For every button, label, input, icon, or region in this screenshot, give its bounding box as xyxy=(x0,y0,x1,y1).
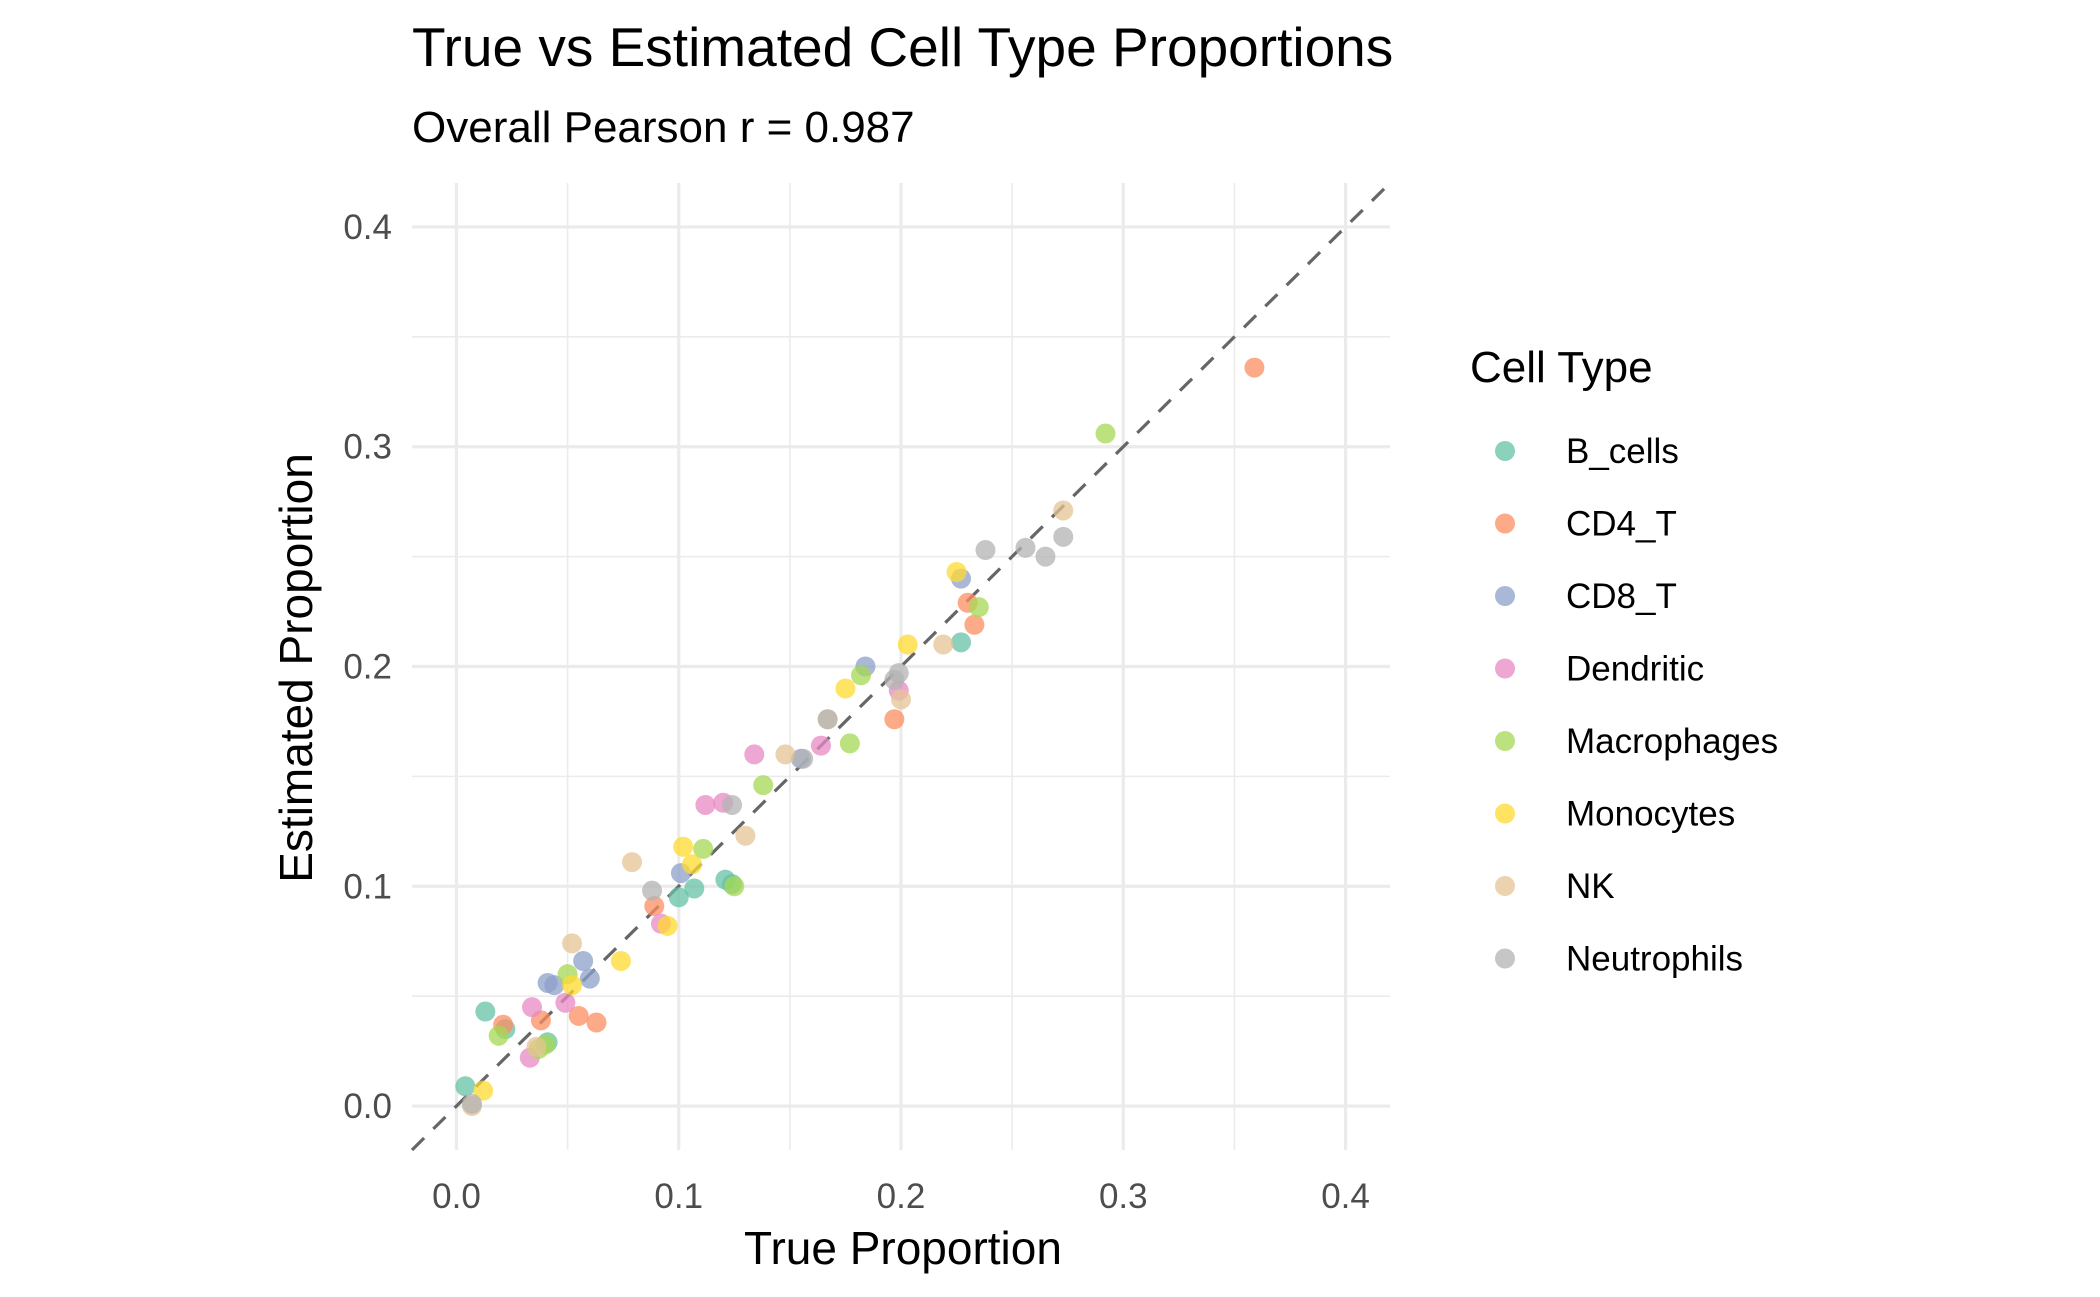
data-point-monocytes xyxy=(682,854,703,875)
chart-title: True vs Estimated Cell Type Proportions xyxy=(412,16,1393,78)
gridlines xyxy=(412,183,1390,1150)
data-point-neutrophils xyxy=(642,880,663,901)
data-point-macrophages xyxy=(839,733,860,754)
data-point-macrophages xyxy=(488,1025,509,1046)
data-point-neutrophils xyxy=(462,1093,483,1114)
data-point-dendritic xyxy=(695,794,716,815)
data-point-macrophages xyxy=(968,597,989,618)
data-point-nk xyxy=(933,634,954,655)
data-point-neutrophils xyxy=(1015,537,1036,558)
data-point-dendritic xyxy=(555,992,576,1013)
legend-key-dendritic xyxy=(1495,658,1515,679)
data-point-b-cells xyxy=(455,1076,476,1097)
identity-reference-line xyxy=(410,181,1392,1152)
data-point-nk xyxy=(562,933,583,954)
data-point-nk xyxy=(526,1036,547,1057)
data-point-b-cells xyxy=(668,887,689,908)
legend-label-cd4-t: CD4_T xyxy=(1566,505,1677,544)
data-point-cd4-t xyxy=(568,1005,589,1026)
x-axis-title: True Proportion xyxy=(744,1222,1062,1274)
legend-label-cd8-t: CD8_T xyxy=(1566,577,1677,616)
data-point-nk xyxy=(622,852,643,873)
data-point-dendritic xyxy=(810,735,831,756)
legend-key-neutrophils xyxy=(1495,948,1515,969)
x-tick-label: 0.2 xyxy=(877,1177,926,1216)
data-point-monocytes xyxy=(946,561,967,582)
data-point-nk xyxy=(1053,500,1074,521)
legend-key-cd4-t xyxy=(1495,513,1515,534)
data-point-cd8-t xyxy=(544,975,565,996)
data-point-neutrophils xyxy=(1053,526,1074,547)
data-point-neutrophils xyxy=(793,748,814,769)
data-point-monocytes xyxy=(610,950,631,971)
data-point-cd8-t xyxy=(579,968,600,989)
data-point-cd4-t xyxy=(1244,357,1265,378)
data-point-macrophages xyxy=(1095,423,1116,444)
data-point-neutrophils xyxy=(975,540,996,561)
y-axis-title: Estimated Proportion xyxy=(270,453,322,883)
x-tick-label: 0.4 xyxy=(1321,1177,1370,1216)
data-point-neutrophils xyxy=(722,794,743,815)
legend-label-dendritic: Dendritic xyxy=(1566,650,1704,689)
x-tick-label: 0.3 xyxy=(1099,1177,1148,1216)
data-point-monocytes xyxy=(835,678,856,699)
y-tick-label: 0.0 xyxy=(343,1087,392,1126)
y-tick-label: 0.3 xyxy=(343,428,392,467)
data-point-cd4-t xyxy=(964,614,985,635)
legend-title: Cell Type xyxy=(1470,343,1653,392)
data-point-dendritic xyxy=(522,997,543,1018)
data-point-monocytes xyxy=(473,1080,494,1101)
data-point-neutrophils xyxy=(1035,546,1056,567)
legend-key-nk xyxy=(1495,876,1515,896)
data-point-nk xyxy=(735,825,756,846)
data-point-cd8-t xyxy=(573,950,594,971)
data-point-monocytes xyxy=(657,915,678,936)
legend-label-b-cells: B_cells xyxy=(1566,432,1679,471)
data-point-cd4-t xyxy=(884,709,905,730)
axis-tick-labels: 0.0 0.1 0.2 0.3 0.4 0.0 0.1 0.2 0.3 0.4 xyxy=(343,208,1370,1216)
data-point-dendritic xyxy=(744,744,765,765)
data-point-monocytes xyxy=(897,634,918,655)
data-point-macrophages xyxy=(753,775,774,796)
legend-key-b-cells xyxy=(1495,441,1515,461)
data-point-neutrophils xyxy=(888,663,909,684)
data-point-monocytes xyxy=(673,836,694,857)
data-point-neutrophils xyxy=(817,709,838,730)
data-point-b-cells xyxy=(951,632,972,653)
x-tick-label: 0.0 xyxy=(432,1177,481,1216)
data-points xyxy=(455,357,1265,1117)
y-tick-label: 0.2 xyxy=(343,648,392,687)
data-point-cd4-t xyxy=(586,1012,607,1033)
data-point-nk xyxy=(775,744,796,765)
data-point-b-cells xyxy=(684,878,705,899)
data-point-macrophages xyxy=(693,838,714,859)
legend-key-monocytes xyxy=(1495,803,1515,824)
chart-subtitle: Overall Pearson r = 0.987 xyxy=(412,103,915,152)
x-tick-label: 0.1 xyxy=(654,1177,703,1216)
data-point-nk xyxy=(891,689,911,710)
data-point-cd4-t xyxy=(644,896,665,917)
legend-key-macrophages xyxy=(1495,731,1515,751)
legend-label-macrophages: Macrophages xyxy=(1566,722,1778,761)
legend-label-nk: NK xyxy=(1566,867,1615,906)
legend-key-cd8-t xyxy=(1495,586,1515,606)
y-tick-label: 0.4 xyxy=(343,208,392,247)
legend: Cell Type B_cells CD4_T CD8_T Dendritic Macr… xyxy=(1470,343,1778,979)
y-tick-label: 0.1 xyxy=(343,867,392,906)
legend-label-monocytes: Monocytes xyxy=(1566,795,1735,834)
data-point-macrophages xyxy=(850,665,871,686)
data-point-macrophages xyxy=(724,876,745,897)
data-point-b-cells xyxy=(475,1001,496,1022)
legend-label-neutrophils: Neutrophils xyxy=(1566,940,1743,979)
data-point-monocytes xyxy=(562,975,583,996)
